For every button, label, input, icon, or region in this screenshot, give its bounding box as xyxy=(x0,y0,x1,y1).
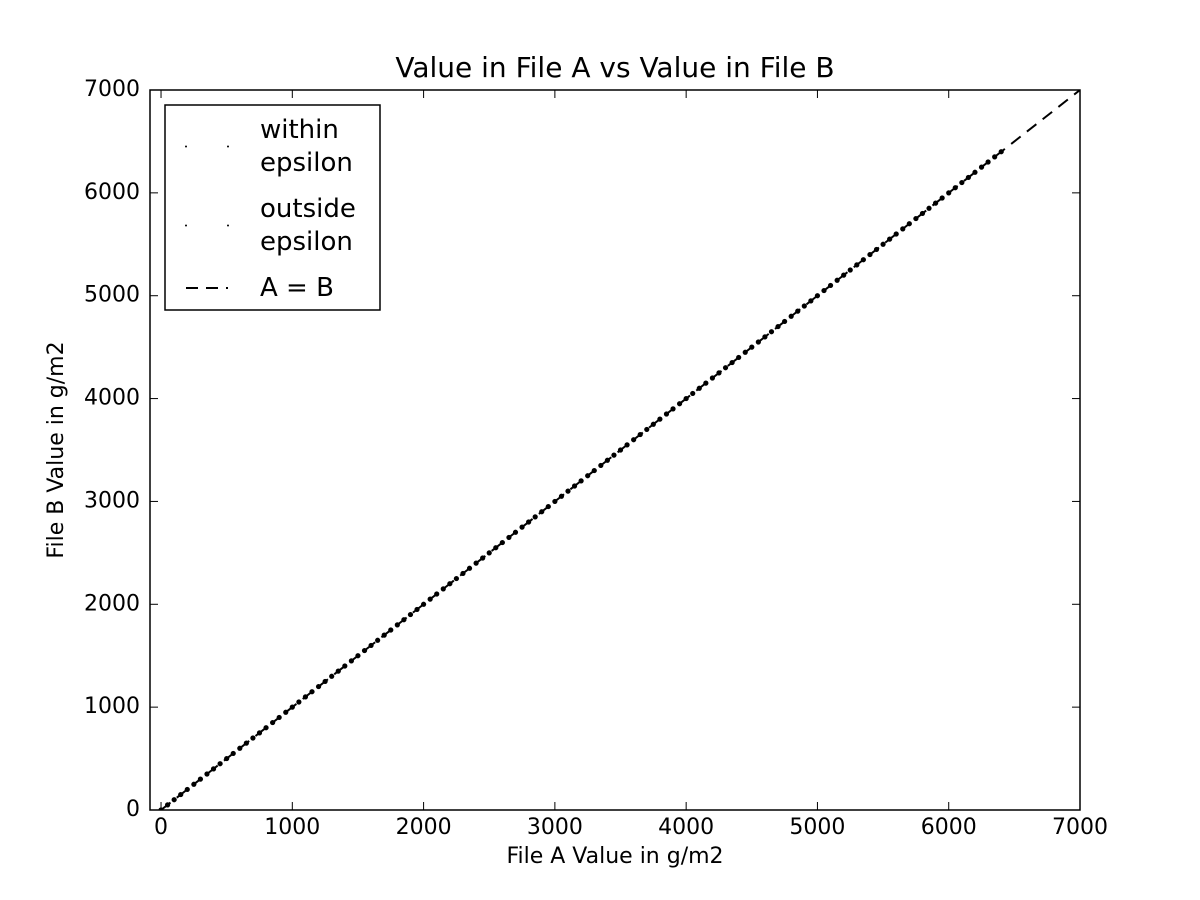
chart-title: Value in File A vs Value in File B xyxy=(395,51,834,84)
legend-marker xyxy=(185,145,187,148)
scatter-point xyxy=(959,179,965,186)
legend-marker xyxy=(227,145,229,148)
x-axis-label: File A Value in g/m2 xyxy=(506,844,723,869)
reference-line xyxy=(160,90,1080,810)
y-axis-label: File B Value in g/m2 xyxy=(44,341,69,558)
scatter-point xyxy=(880,241,886,247)
legend-label: within epsilon xyxy=(260,115,353,178)
x-tick-label: 1000 xyxy=(264,815,320,840)
legend-label: A = B xyxy=(260,273,334,303)
scatter-point xyxy=(250,735,256,741)
scatter-point xyxy=(532,514,538,520)
scatter-point xyxy=(847,267,853,273)
x-tick-label: 2000 xyxy=(396,815,452,840)
plot-area xyxy=(158,90,1080,810)
legend-marker xyxy=(227,224,229,227)
scatter-point xyxy=(611,452,617,458)
scatter-point xyxy=(926,205,932,211)
x-tick-label: 0 xyxy=(154,815,168,840)
x-tick-label: 6000 xyxy=(921,815,977,840)
y-tick-label: 3000 xyxy=(84,488,140,513)
scatter-point xyxy=(565,488,571,494)
y-tick-label: 2000 xyxy=(84,591,140,616)
scatter-point xyxy=(722,365,729,371)
scatter-point xyxy=(801,303,807,309)
x-tick-label: 3000 xyxy=(527,815,583,840)
scatter-point xyxy=(329,673,335,679)
scatter-point xyxy=(375,637,381,643)
scatter-point xyxy=(171,797,177,803)
legend: within epsilon outside epsilon A = B xyxy=(164,104,381,311)
legend-label: outside epsilon xyxy=(260,194,356,257)
legend-marker xyxy=(185,224,187,227)
y-tick-label: 4000 xyxy=(84,386,140,411)
scatter-point xyxy=(407,611,414,618)
scatter-point xyxy=(296,699,302,705)
legend-box xyxy=(164,104,381,311)
scatter-point xyxy=(486,550,492,556)
scatter-point xyxy=(972,169,978,175)
scatter-point xyxy=(217,761,223,767)
y-tick-label: 6000 xyxy=(84,180,140,205)
scatter-point xyxy=(768,329,775,335)
scatter-point xyxy=(893,231,899,237)
x-tick-label: 5000 xyxy=(789,815,845,840)
scatter-point xyxy=(690,390,696,397)
scatter-point xyxy=(644,426,650,433)
scatter-point xyxy=(814,293,821,299)
plot-frame xyxy=(149,89,1081,811)
y-tick-label: 5000 xyxy=(84,283,140,308)
y-tick-label: 1000 xyxy=(84,694,140,719)
y-tick-label: 7000 xyxy=(84,77,140,102)
scatter-point xyxy=(453,575,460,582)
y-tick-label: 0 xyxy=(126,797,140,822)
x-tick-label: 4000 xyxy=(658,815,714,840)
x-tick-label: 7000 xyxy=(1052,815,1108,840)
